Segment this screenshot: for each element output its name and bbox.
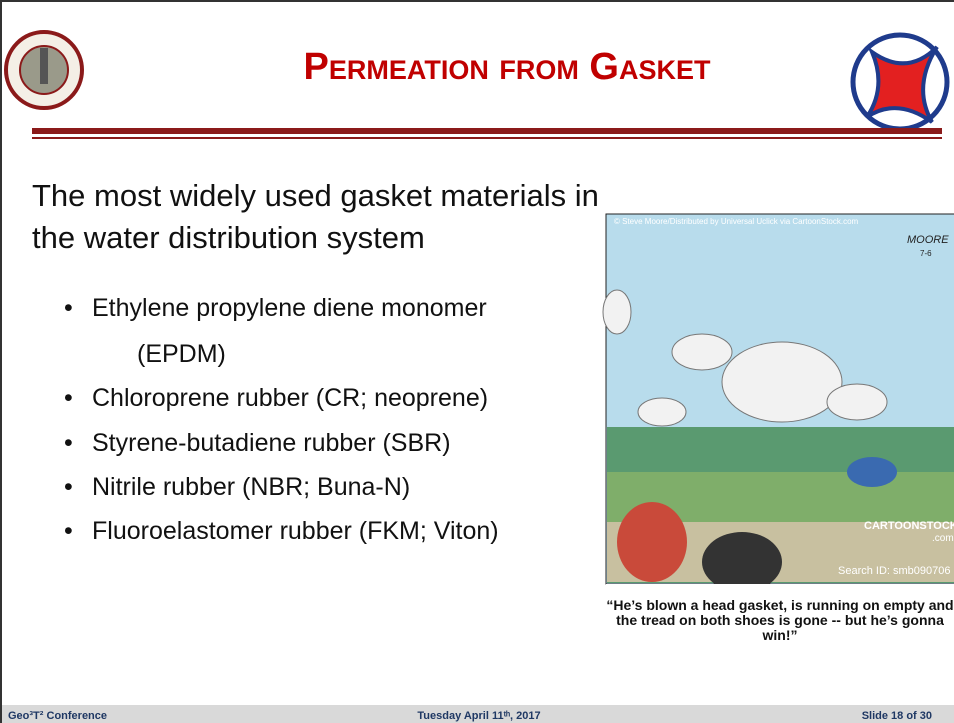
slide-title: Permeation from Gasket bbox=[303, 46, 711, 88]
watermark: CARTOONSTOCK bbox=[864, 520, 954, 532]
footer-left: Geo³T² Conference bbox=[8, 710, 108, 722]
cartoon-credit: © Steve Moore/Distributed by Universal U… bbox=[614, 217, 859, 226]
intro-line: The most widely used gasket materials in bbox=[32, 178, 599, 213]
footer-right: Slide 18 of 30 bbox=[861, 710, 932, 722]
bullet-text: Fluoroelastomer rubber (FKM; Viton) bbox=[92, 517, 499, 545]
header-rule bbox=[32, 128, 942, 134]
footer-bar bbox=[2, 705, 954, 723]
watermark-suffix: .com bbox=[932, 533, 954, 544]
cartoon-caption: “He’s blown a head gasket, is running on… bbox=[606, 597, 954, 643]
bullet-continuation: (EPDM) bbox=[137, 340, 226, 368]
cartoon-signature: MOORE bbox=[907, 234, 949, 246]
intro-line: the water distribution system bbox=[32, 220, 425, 255]
bullet-text: Chloroprene rubber (CR; neoprene) bbox=[92, 384, 489, 412]
cartoon-date: 7-6 bbox=[920, 249, 932, 258]
bullet-text: Styrene-butadiene rubber (SBR) bbox=[92, 429, 451, 457]
search-id: Search ID: smb090706 bbox=[838, 565, 951, 577]
bullet-text: Nitrile rubber (NBR; Buna-N) bbox=[92, 473, 411, 501]
cartoon bbox=[602, 213, 954, 652]
footer-center: Tuesday April 11ᵗʰ, 2017 bbox=[417, 710, 541, 722]
bullet-text: Ethylene propylene diene monomer bbox=[92, 294, 487, 322]
